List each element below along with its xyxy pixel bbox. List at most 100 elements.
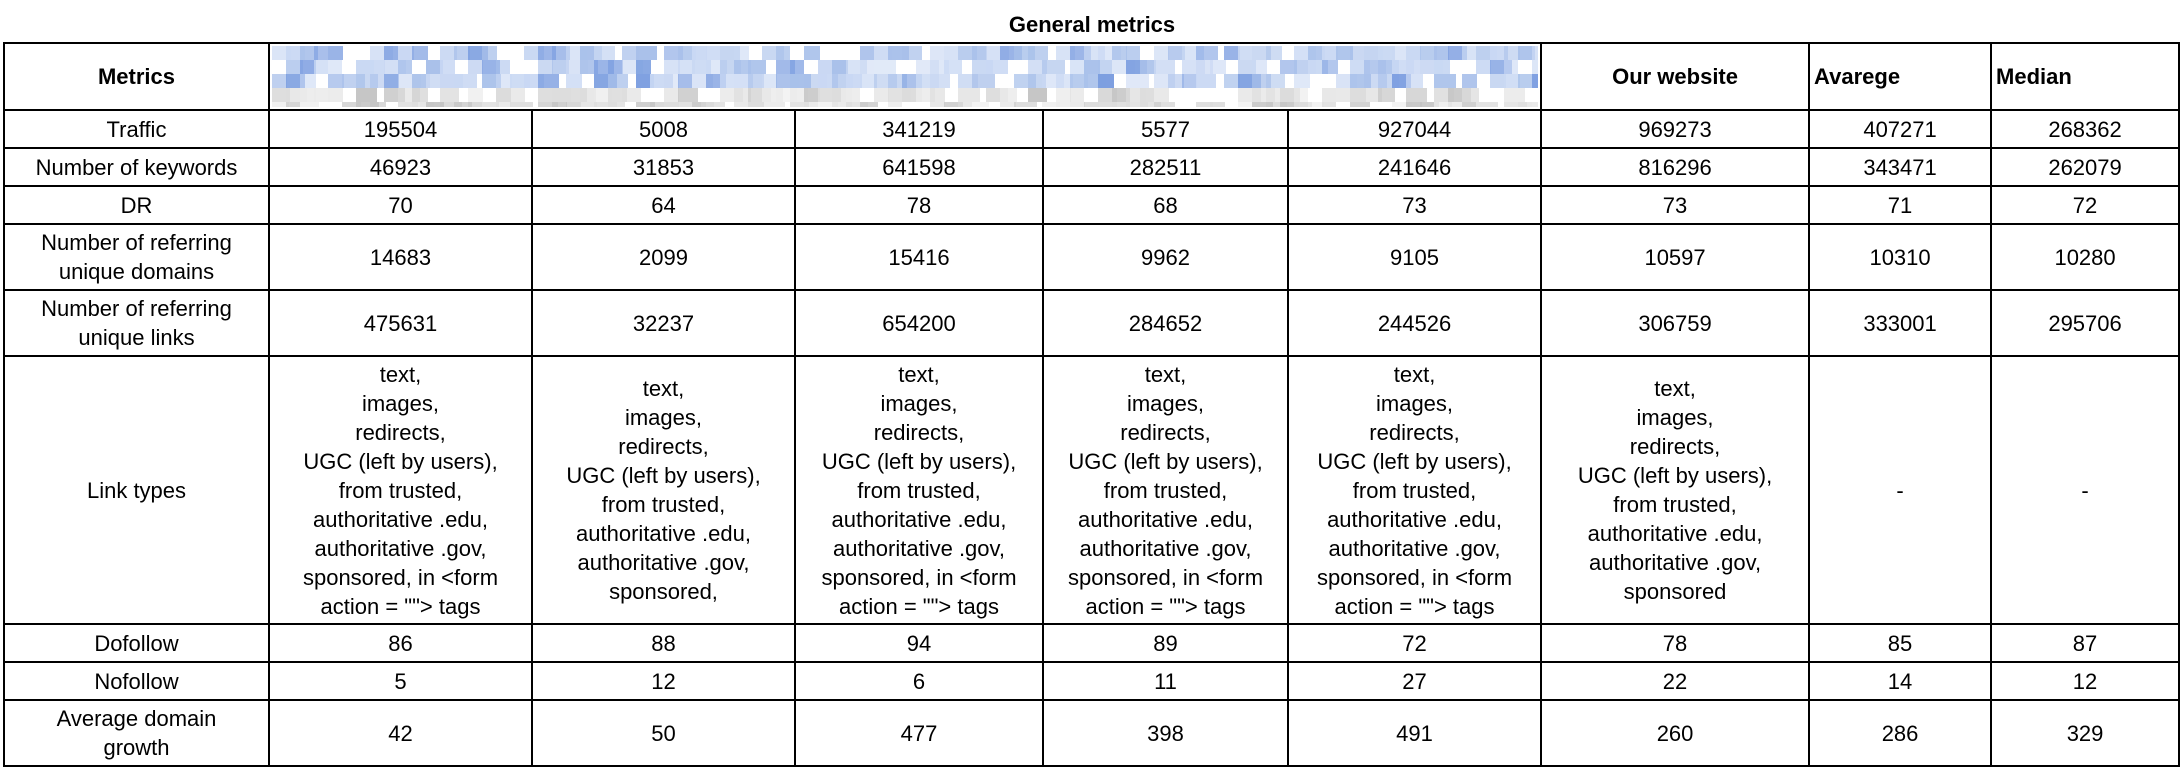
value-cell: 477	[794, 699, 1044, 767]
median-cell: -	[1990, 355, 2181, 625]
value-cell: 475631	[268, 289, 533, 357]
blur-pixel	[1126, 74, 1149, 88]
blur-pixel	[1084, 60, 1100, 74]
blur-pixel	[1266, 74, 1285, 88]
blur-pixel	[538, 46, 556, 60]
blur-pixel	[818, 102, 838, 107]
table-row-keywords: Number of keywords 46923 31853 641598 28…	[3, 147, 2181, 187]
blur-pixel	[300, 60, 316, 74]
blur-pixel	[804, 102, 818, 107]
blur-pixel	[664, 74, 679, 88]
blur-pixel	[1308, 46, 1325, 60]
blur-pixel	[1112, 88, 1130, 102]
blur-pixel	[1490, 74, 1506, 88]
median-cell: 295706	[1990, 289, 2181, 357]
value-cell: 654200	[794, 289, 1044, 357]
blur-pixel	[1028, 88, 1047, 102]
blur-pixel	[734, 46, 749, 60]
blur-pixel	[1126, 46, 1140, 60]
table-row-link-types: Link types text, images, redirects, UGC …	[3, 355, 2181, 625]
blur-pixel	[272, 88, 290, 102]
blur-pixel	[1434, 60, 1450, 74]
value-cell: 27	[1286, 661, 1543, 701]
blur-pixel	[944, 60, 962, 74]
blur-pixel	[300, 88, 316, 102]
value-cell: text, images, redirects, UGC (left by us…	[794, 355, 1044, 625]
blur-pixel	[1462, 88, 1479, 102]
value-cell: 927044	[1286, 109, 1543, 149]
blur-pixel	[1280, 102, 1299, 107]
blur-pixel	[888, 102, 902, 107]
blur-pixel	[1532, 102, 1539, 107]
header-row: Metrics Our website Avarege Median	[3, 42, 2181, 111]
blur-pixel	[832, 60, 848, 74]
blur-pixel	[510, 88, 525, 102]
blur-pixel	[1196, 74, 1216, 88]
median-cell: 72	[1990, 185, 2181, 225]
blur-pixel	[1056, 102, 1075, 107]
blur-pixel	[384, 46, 399, 60]
blur-pixel	[300, 102, 319, 107]
metrics-table: Metrics Our website Avarege Median Traff…	[3, 42, 2181, 767]
blur-pixel	[1532, 46, 1539, 60]
blur-pixel	[1196, 102, 1213, 107]
blur-pixel	[1238, 46, 1252, 60]
blur-pixel	[874, 60, 896, 74]
blur-pixel	[846, 88, 860, 102]
blur-pixel	[356, 88, 377, 102]
blur-pixel	[1168, 46, 1185, 60]
value-cell: 88	[531, 623, 796, 663]
blur-pixel	[1406, 46, 1421, 60]
blur-pixel	[1378, 88, 1395, 102]
blur-pixel	[398, 60, 412, 74]
value-cell: 5008	[531, 109, 796, 149]
blur-pixel	[1084, 102, 1099, 107]
blur-pixel	[356, 102, 379, 107]
blur-pixel	[412, 74, 430, 88]
table-row-dr: DR 70 64 78 68 73 73 71 72	[3, 185, 2181, 225]
blur-pixel	[678, 74, 692, 88]
blur-pixel	[860, 74, 877, 88]
blur-pixel	[706, 102, 725, 107]
blur-pixel	[342, 102, 361, 107]
blur-pixel	[538, 88, 552, 102]
blur-pixel	[622, 46, 639, 60]
blur-pixel	[1210, 60, 1226, 74]
blur-pixel	[664, 102, 679, 107]
blur-pixel	[790, 88, 808, 102]
our-website-cell: 78	[1540, 623, 1811, 663]
our-website-cell: text, images, redirects, UGC (left by us…	[1540, 355, 1811, 625]
blur-pixel	[790, 60, 804, 74]
blur-pixel	[1266, 46, 1282, 60]
blur-pixel	[874, 88, 889, 102]
average-cell: 71	[1808, 185, 1993, 225]
blur-pixel	[986, 60, 1008, 74]
blur-pixel	[762, 74, 777, 88]
blur-pixel	[1462, 102, 1476, 107]
blur-pixel	[412, 88, 428, 102]
blur-pixel	[1112, 102, 1130, 107]
value-cell: 641598	[794, 147, 1044, 187]
blur-pixel	[734, 102, 751, 107]
value-cell: 284652	[1042, 289, 1289, 357]
blur-pixel	[1280, 60, 1297, 74]
blur-pixel	[1518, 102, 1539, 107]
blur-pixel	[944, 46, 958, 60]
blur-pixel	[1532, 74, 1539, 88]
header-average: Avarege	[1808, 42, 1993, 111]
blur-pixel	[552, 46, 570, 60]
blur-pixel	[1210, 102, 1225, 107]
blur-pixel	[1434, 46, 1449, 60]
average-cell: -	[1808, 355, 1993, 625]
median-cell: 87	[1990, 623, 2181, 663]
blur-pixel	[1308, 102, 1324, 107]
median-cell: 329	[1990, 699, 2181, 767]
blur-pixel	[930, 74, 950, 88]
blur-pixel	[538, 74, 559, 88]
blur-pixel	[300, 74, 316, 88]
table-row-dofollow: Dofollow 86 88 94 89 72 78 85 87	[3, 623, 2181, 663]
blur-pixel	[608, 60, 623, 74]
value-cell: 282511	[1042, 147, 1289, 187]
blur-pixel	[860, 46, 874, 60]
blur-pixel	[804, 46, 820, 60]
